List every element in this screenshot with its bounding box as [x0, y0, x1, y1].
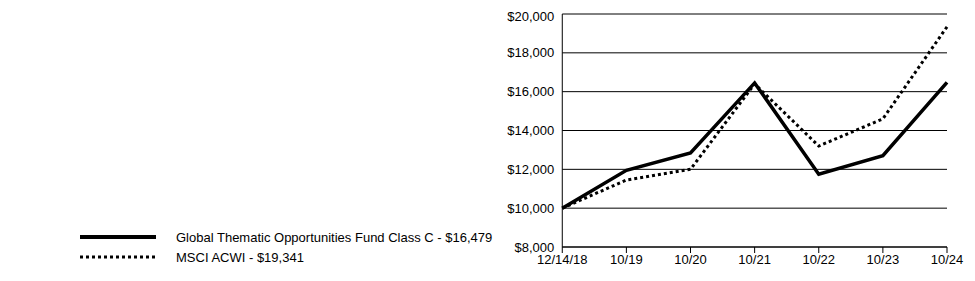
svg-text:$20,000: $20,000	[507, 9, 554, 24]
svg-text:10/24: 10/24	[931, 252, 964, 267]
svg-text:$12,000: $12,000	[507, 162, 554, 177]
svg-text:10/20: 10/20	[674, 252, 707, 267]
svg-text:$18,000: $18,000	[507, 45, 554, 60]
svg-text:10/22: 10/22	[802, 252, 835, 267]
svg-text:10/19: 10/19	[610, 252, 643, 267]
svg-text:10/21: 10/21	[738, 252, 771, 267]
html-text:MSCI ACWI - $19,341: MSCI ACWI - $19,341	[176, 249, 304, 265]
svg-text:$8,000: $8,000	[515, 240, 555, 255]
svg-text:12/14/18: 12/14/18	[537, 252, 588, 268]
svg-text:$16,000: $16,000	[507, 84, 554, 99]
svg-text:$10,000: $10,000	[507, 201, 554, 216]
svg-text:10/23: 10/23	[867, 252, 900, 267]
html-text:Global Thematic Opportunities: Global Thematic Opportunities Fund Class…	[176, 229, 493, 245]
svg-text:$14,000: $14,000	[507, 123, 554, 138]
